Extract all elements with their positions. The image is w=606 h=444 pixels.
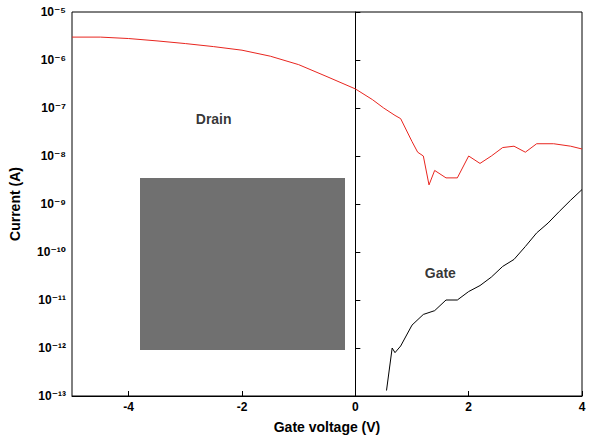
svg-text:4: 4 [579, 400, 586, 414]
svg-text:-4: -4 [123, 400, 134, 414]
svg-text:Current (A): Current (A) [7, 167, 23, 241]
svg-text:10⁻⁶: 10⁻⁶ [41, 53, 66, 67]
svg-text:Gate voltage (V): Gate voltage (V) [274, 419, 381, 435]
svg-text:-2: -2 [237, 400, 248, 414]
svg-text:10⁻¹⁰: 10⁻¹⁰ [37, 245, 66, 259]
svg-text:10⁻⁷: 10⁻⁷ [41, 101, 66, 115]
svg-text:10⁻¹³: 10⁻¹³ [38, 389, 66, 403]
svg-text:10⁻⁵: 10⁻⁵ [41, 5, 66, 19]
svg-text:10⁻⁹: 10⁻⁹ [41, 197, 66, 211]
svg-text:10⁻¹²: 10⁻¹² [38, 341, 66, 355]
svg-text:2: 2 [465, 400, 472, 414]
svg-text:10⁻¹¹: 10⁻¹¹ [38, 293, 66, 307]
svg-text:0: 0 [352, 400, 359, 414]
svg-text:10⁻⁸: 10⁻⁸ [41, 149, 66, 163]
svg-text:Drain: Drain [196, 111, 232, 127]
svg-text:Gate: Gate [425, 265, 456, 281]
